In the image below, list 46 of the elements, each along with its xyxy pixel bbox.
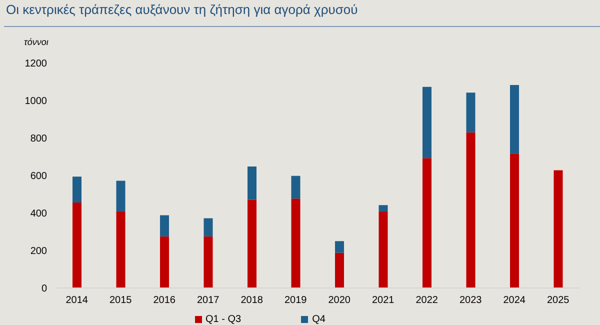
y-tick-label: 1200 xyxy=(24,58,48,70)
bar xyxy=(422,158,432,288)
bar xyxy=(291,176,300,199)
legend-label: Q4 xyxy=(312,314,326,325)
x-tick-label: 2022 xyxy=(416,295,438,306)
y-axis-title: τόννοι xyxy=(24,37,48,47)
bar xyxy=(248,166,256,200)
x-tick-label: 2019 xyxy=(284,295,308,306)
x-tick-label: 2024 xyxy=(503,295,526,306)
x-tick-label: 2023 xyxy=(460,295,482,306)
bar xyxy=(204,236,213,288)
y-tick-label: 800 xyxy=(30,134,48,145)
bar xyxy=(335,252,344,288)
bar xyxy=(204,218,213,236)
bar xyxy=(422,86,432,158)
x-tick-label: 2015 xyxy=(110,295,132,306)
bar xyxy=(72,176,82,202)
bar xyxy=(466,92,476,132)
bar xyxy=(335,241,344,253)
bar xyxy=(116,180,126,212)
bar xyxy=(160,215,169,236)
bar xyxy=(378,211,388,288)
bar xyxy=(116,211,126,288)
x-tick-label: 2021 xyxy=(372,295,395,306)
x-tick-label: 2025 xyxy=(547,295,570,306)
x-tick-label: 2017 xyxy=(197,295,220,306)
x-tick-label: 2014 xyxy=(66,295,88,306)
bar xyxy=(378,205,388,212)
x-tick-label: 2018 xyxy=(240,295,264,306)
y-tick-label: 600 xyxy=(30,171,48,182)
bar xyxy=(466,132,476,288)
bar xyxy=(160,236,169,288)
bar xyxy=(510,84,519,154)
bar xyxy=(510,154,519,288)
x-tick-label: 2020 xyxy=(328,295,351,306)
bar xyxy=(72,202,82,288)
y-tick-label: 200 xyxy=(30,246,48,258)
bar xyxy=(291,198,300,288)
legend-label: Q1 - Q3 xyxy=(206,314,242,325)
y-tick-label: 0 xyxy=(41,284,48,295)
y-tick-label: 1000 xyxy=(24,96,48,108)
chart-title: Οι κεντρικές τράπεζες αυξάνουν τη ζήτηση για αγορά χρυσού xyxy=(6,2,358,17)
x-tick-label: 2016 xyxy=(153,295,176,306)
bar xyxy=(554,170,563,288)
bar xyxy=(248,200,256,288)
y-tick-label: 400 xyxy=(30,208,48,220)
